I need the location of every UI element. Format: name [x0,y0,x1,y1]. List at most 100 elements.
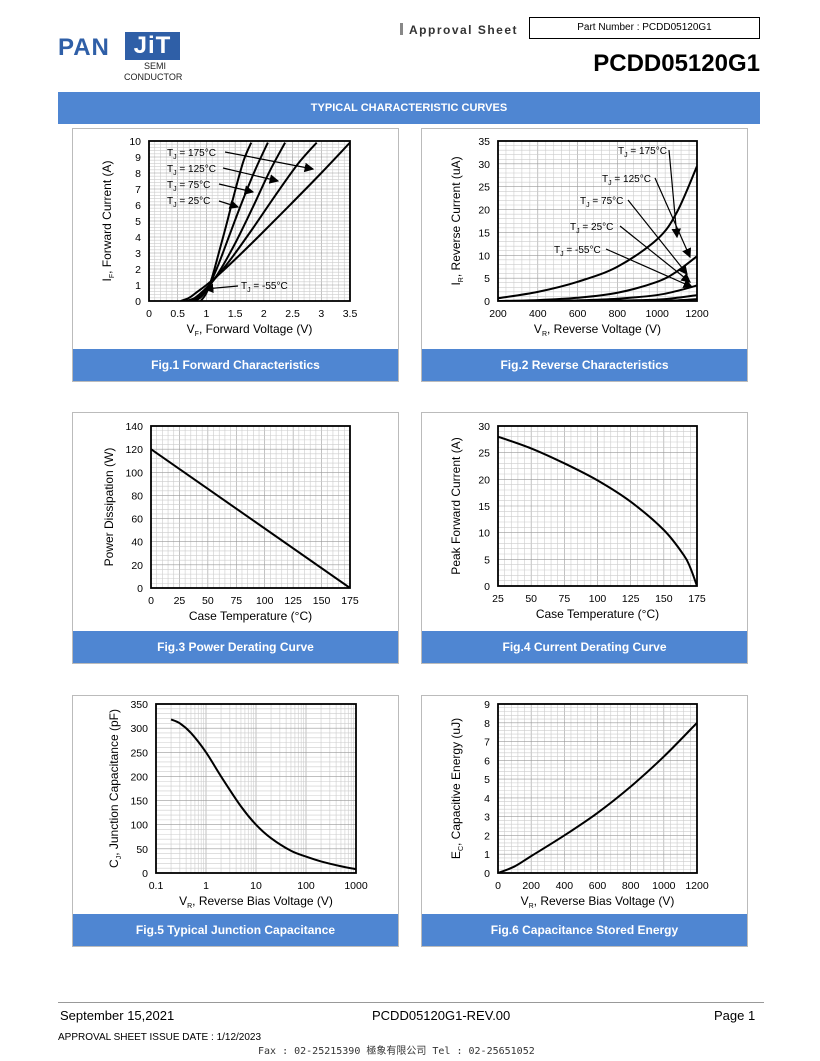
plot-frame [150,425,351,589]
y-tick-label: 10 [478,250,490,262]
x-tick-label: 150 [655,593,673,605]
y-tick-label: 5 [484,774,490,786]
x-tick-label: 10 [250,880,262,892]
logo-semi-text: SEMI [144,61,167,71]
x-tick-label: 800 [609,308,627,320]
x-tick-label: 600 [589,880,607,892]
y-tick-label: 60 [131,514,143,526]
x-tick-label: 0.1 [149,880,164,892]
y-tick-label: 140 [125,421,143,433]
annotation-arrow-3 [627,199,688,275]
x-tick-label: 150 [313,595,331,607]
x-tick-label: 50 [525,593,537,605]
annotation-5: TJ = -55°C [554,245,601,258]
y-tick-label: 9 [484,699,490,711]
series-line-1 [170,718,356,871]
annotation-3: TJ = 75°C [167,180,210,193]
chart-panel-3: 0 25 50 75 100 125 150 175 0 20 40 60 80 100 120 140 Cas… [72,412,399,664]
y-tick-label: 20 [478,205,490,217]
x-tick-label: 400 [556,880,574,892]
x-tick-label: 3.5 [343,308,358,320]
footer-issue-date: APPROVAL SHEET ISSUE DATE : 1/12/2023 [58,1032,262,1043]
y-tick-label: 100 [125,467,143,479]
y-tick-label: 8 [484,718,490,730]
y-tick-label: 1 [135,280,141,292]
y-tick-label: 30 [478,421,490,433]
x-tick-label: 75 [558,593,570,605]
x-tick-label: 25 [174,595,186,607]
y-tick-label: 150 [130,796,148,808]
chart-3-caption: Fig.3 Power Derating Curve [73,631,398,663]
y-tick-label: 50 [136,844,148,856]
part-number-box: Part Number : PCDD05120G1 [529,17,760,39]
chart-4-caption: Fig.4 Current Derating Curve [422,631,747,663]
y-tick-label: 4 [135,232,141,244]
logo-jit-box: JiT [125,32,180,60]
y-axis-label: Peak Forward Current (A) [449,437,463,574]
y-tick-label: 15 [478,227,490,239]
y-tick-label: 10 [478,528,490,540]
y-tick-label: 20 [478,474,490,486]
footer-divider [58,1002,764,1003]
x-axis-label: Case Temperature (°C) [536,607,659,621]
x-tick-label: 200 [489,308,507,320]
annotation-5: TJ = -55°C [241,281,288,294]
chart-5-svg: 0.1 1 10 100 1000 0 50 100 150 200 250 300 350 VR, Re… [107,699,368,910]
y-tick-label: 3 [484,812,490,824]
y-axis-label: IR, Reverse Current (uA) [449,156,465,285]
y-tick-label: 7 [135,184,141,196]
y-tick-label: 5 [484,273,490,285]
x-tick-label: 600 [569,308,587,320]
y-tick-label: 350 [130,699,148,711]
y-tick-label: 35 [478,136,490,148]
annotation-arrow-4 [218,199,240,210]
annotation-1: TJ = 175°C [167,148,216,161]
x-tick-label: 0 [495,880,501,892]
series-line-1 [498,165,697,300]
x-tick-label: 100 [297,880,315,892]
y-tick-label: 3 [135,248,141,260]
y-tick-label: 4 [484,793,490,805]
chart-1-svg: 0 0.5 1 1.5 2 2.5 3 3.5 0 1 2 3 4 5 6 7 8 9 10 VF, Forward … [100,136,358,338]
annotation-arrow-4 [619,225,691,283]
y-tick-label: 0 [135,296,141,308]
y-tick-label: 6 [135,200,141,212]
chart-5-caption: Fig.5 Typical Junction Capacitance [73,914,398,946]
y-tick-label: 300 [130,723,148,735]
x-axis-label: VR, Reverse Bias Voltage (V) [521,894,675,910]
series-line-4 [194,142,269,301]
chart-1-caption: Fig.1 Forward Characteristics [73,349,398,381]
y-tick-label: 15 [478,501,490,513]
chart-4-svg: 25 50 75 100 125 150 175 0 5 10 15 20 25 30 Case Tempe… [449,421,706,621]
y-tick-label: 250 [130,747,148,759]
footer-date: September 15,2021 [60,1008,175,1023]
x-tick-label: 175 [341,595,359,607]
x-tick-label: 50 [202,595,214,607]
plot-frame [497,703,698,874]
y-tick-label: 200 [130,771,148,783]
chart-2-caption: Fig.2 Reverse Characteristics [422,349,747,381]
annotation-arrow-2 [654,177,691,259]
y-axis-label: Power Dissipation (W) [102,448,116,567]
x-tick-label: 1000 [646,308,670,320]
x-tick-label: 1000 [652,880,676,892]
section-banner: TYPICAL CHARACTERISTIC CURVES [58,92,760,124]
chart-panel-1: 0 0.5 1 1.5 2 2.5 3 3.5 0 1 2 3 4 5 6 7 8 9 10 VF, Forward … [72,128,399,382]
annotation-4: TJ = 25°C [570,222,613,235]
chart-panel-5: 0.1 1 10 100 1000 0 50 100 150 200 250 300 350 VR, Re… [72,695,399,947]
annotation-2: TJ = 125°C [602,174,651,187]
annotation-3: TJ = 75°C [580,196,623,209]
series-line-1 [498,722,697,873]
logo-conductor-text: CONDUCTOR [124,72,183,82]
footer-revision: PCDD05120G1-REV.00 [372,1008,511,1023]
x-tick-label: 400 [529,308,547,320]
x-tick-label: 125 [284,595,302,607]
footer-page: Page 1 [714,1008,756,1023]
approval-text: Approval Sheet [409,23,519,37]
y-tick-label: 80 [131,490,143,502]
y-tick-label: 5 [135,216,141,228]
chart-2-svg: 200 400 600 800 1000 1200 0 5 10 15 20 25 30 35 VR, Re… [449,136,709,338]
x-tick-label: 25 [492,593,504,605]
panjit-logo: PAN JiT SEMI CONDUCTOR [58,30,183,86]
x-tick-label: 100 [589,593,607,605]
